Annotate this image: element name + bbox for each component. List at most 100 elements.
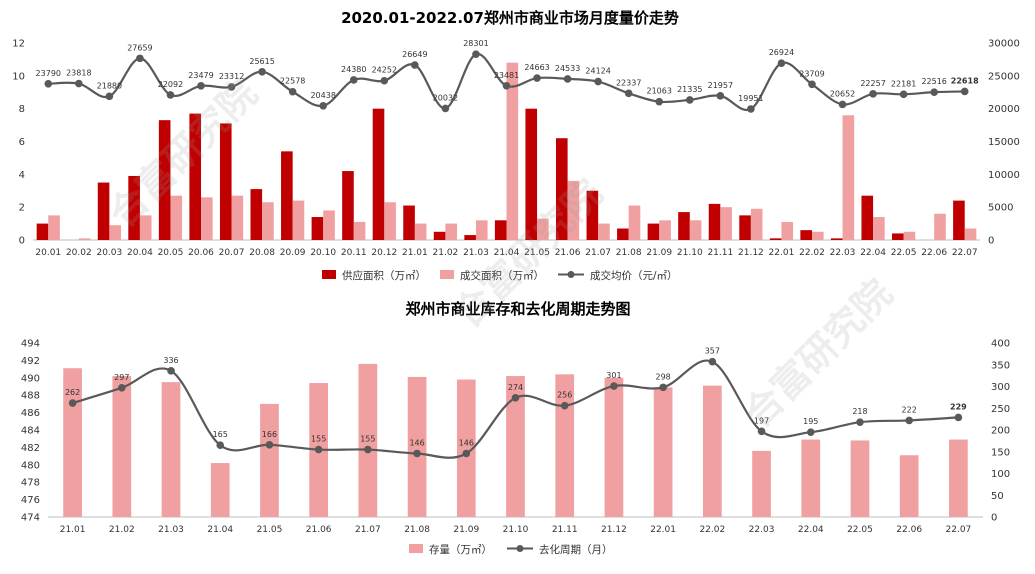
chart2-line-point	[610, 382, 618, 390]
chart1-bar-2	[384, 202, 396, 240]
chart2-data-label: 274	[508, 383, 523, 392]
chart1-data-label: 22578	[280, 77, 305, 86]
chart2-line-point	[68, 399, 77, 407]
chart2-y-right-tick: 50	[991, 491, 1004, 502]
chart2-line-point	[413, 449, 421, 458]
chart1-x-tick: 20.05	[158, 248, 184, 258]
chart1-data-label: 24380	[341, 65, 366, 74]
chart2-x-tick: 22.06	[896, 525, 922, 535]
chart2-legend-label: 存量（万㎡）	[429, 543, 492, 556]
chart1-line-point	[319, 101, 328, 110]
chart1-bar-1	[433, 231, 446, 240]
chart1-bar-2	[720, 207, 732, 240]
chart1-data-label: 20652	[830, 89, 855, 98]
chart1-x-tick: 21.06	[555, 248, 581, 258]
chart1-bar-2	[537, 218, 549, 240]
chart1-y-left-tick: 12	[12, 39, 25, 50]
chart2-bar-1	[949, 439, 968, 517]
chart1-line-point	[441, 104, 450, 113]
chart2-data-label: 165	[213, 430, 228, 439]
chart2-data-label: 256	[557, 391, 572, 400]
chart1-bar-2	[873, 217, 885, 240]
chart1-y-right-tick: 5000	[988, 203, 1013, 214]
chart1-data-label: 25615	[249, 57, 274, 66]
chart2-legend-marker	[516, 545, 524, 552]
chart2-data-label: 336	[163, 356, 178, 365]
chart1-line-point	[411, 61, 419, 69]
chart1-legend-swatch	[322, 270, 336, 279]
chart2-data-label: 301	[606, 371, 621, 380]
chart2-y-left-tick: 478	[21, 478, 40, 489]
chart1-x-tick: 21.09	[646, 248, 672, 258]
chart2-data-label: 262	[65, 388, 80, 397]
chart1-bar-2	[353, 221, 366, 240]
chart1-bar-2	[781, 221, 794, 240]
chart1-data-label: 20032	[433, 93, 458, 102]
chart2-line-point	[118, 384, 126, 392]
chart1-line-point	[899, 90, 908, 99]
chart1-line-point	[136, 54, 144, 63]
chart1-x-tick: 20.11	[341, 248, 367, 258]
chart2-bar-1	[801, 439, 821, 517]
chart2-data-label: 357	[705, 347, 720, 356]
chart1-bar-1	[311, 217, 324, 240]
chart1-line-point	[258, 67, 266, 76]
chart2-y-left-tick: 492	[21, 356, 40, 367]
chart1-data-label: 24252	[372, 66, 397, 75]
chart2-bar-1	[260, 403, 279, 517]
chart2-line-point	[364, 445, 372, 454]
chart2-bar-1	[702, 385, 722, 517]
chart1-data-label: 28301	[463, 39, 488, 48]
chart1-bar-1	[861, 195, 874, 240]
chart2-data-label: 229	[950, 402, 967, 411]
chart1-bar-1	[555, 138, 568, 240]
chart1-data-label: 26924	[769, 48, 794, 57]
chart1-legend-marker	[567, 271, 575, 278]
chart2-line-point	[265, 440, 274, 449]
chart1-line-point	[197, 82, 205, 90]
chart1-y-right-tick: 15000	[988, 137, 1020, 148]
chart1-legend-swatch	[440, 270, 454, 279]
chart1-y-right-tick: 10000	[988, 170, 1020, 181]
chart1-line-point	[533, 74, 541, 82]
chart1-data-label: 21957	[708, 81, 733, 90]
chart2-bar-1	[358, 363, 378, 517]
chart1-data-label: 26649	[402, 50, 427, 59]
chart1-line-point	[655, 97, 664, 106]
chart1-bar-1	[36, 223, 49, 240]
chart1-data-label: 22257	[860, 79, 885, 88]
chart2-x-tick: 21.12	[601, 525, 627, 535]
chart2-data-label: 197	[754, 416, 769, 425]
chart2-data-label: 166	[262, 430, 277, 439]
chart1-data-label: 22181	[891, 79, 916, 88]
chart2-bar-1	[63, 368, 82, 517]
chart1-bar-2	[201, 197, 213, 240]
chart2-y-left-tick: 474	[21, 513, 40, 524]
chart1-data-label: 23709	[799, 69, 824, 78]
chart2-x-tick: 22.07	[946, 525, 972, 535]
chart1-bar-2	[170, 195, 183, 240]
chart1-line-point	[594, 77, 602, 86]
chart1-x-tick: 20.10	[310, 248, 336, 258]
chart1-line-point	[808, 80, 816, 89]
chart2-x-tick: 22.01	[650, 525, 676, 535]
chart1-bar-1	[494, 220, 507, 240]
chart1-data-label: 24533	[555, 64, 580, 73]
chart1-x-tick: 20.08	[249, 248, 275, 258]
chart1-bar-2	[628, 205, 641, 240]
chart1-bar-2	[934, 213, 946, 240]
chart2-data-label: 195	[803, 417, 818, 426]
chart2-y-right-tick: 0	[991, 513, 997, 524]
chart1-bar-1	[281, 151, 293, 240]
chart1-bar-1	[189, 113, 202, 240]
chart1-y-left-tick: 0	[19, 236, 25, 247]
chart1-bar-1	[525, 108, 538, 241]
chart1-x-tick: 21.04	[494, 248, 520, 258]
chart1-x-tick: 20.06	[188, 248, 214, 258]
chart1-line-point	[960, 87, 969, 96]
chart1-data-label: 22516	[921, 77, 946, 86]
chart1-bar-1	[586, 190, 599, 240]
chart1-x-tick: 21.02	[433, 248, 459, 258]
chart1-x-tick: 22.01	[769, 248, 795, 258]
